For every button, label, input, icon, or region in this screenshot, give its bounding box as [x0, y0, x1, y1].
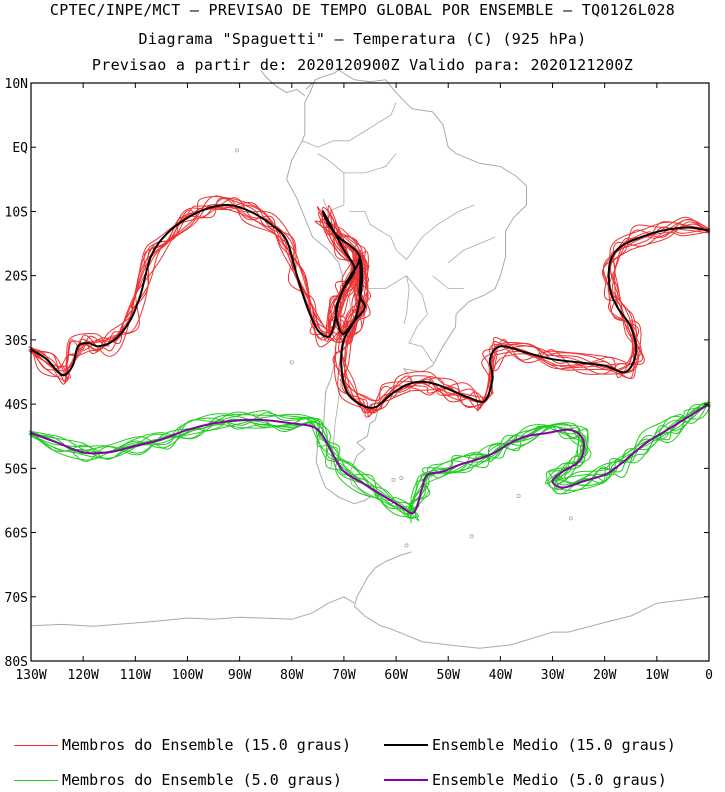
legend-label-mean-15: Ensemble Medio (15.0 graus): [432, 736, 676, 754]
lat-tick-label: 40S: [5, 398, 28, 413]
iso5-member-line: [29, 401, 710, 519]
legend-label-members-15: Membros do Ensemble (15.0 graus): [62, 736, 351, 754]
chart-subtitle: Diagrama "Spaguetti" – Temperatura (C) (…: [138, 30, 587, 48]
lat-tick-label: 30S: [5, 334, 28, 349]
lon-tick-label: 100W: [172, 668, 203, 683]
lon-tick-label: 110W: [120, 668, 151, 683]
iso5-member-line: [30, 404, 709, 518]
iso15-member-line: [31, 196, 708, 414]
lon-tick-label: 80W: [280, 668, 304, 683]
legend-swatch-purple: [384, 779, 428, 781]
lon-tick-label: 0: [705, 668, 713, 683]
lon-tick-label: 10W: [645, 668, 669, 683]
lat-tick-label: 50S: [5, 462, 28, 477]
lon-tick-label: 30W: [541, 668, 565, 683]
legend-members-15: Membros do Ensemble (15.0 graus): [14, 736, 351, 754]
map-frame: [30, 82, 710, 662]
lon-tick-label: 20W: [593, 668, 617, 683]
lat-tick-label: 60S: [5, 527, 28, 542]
lon-tick-label: 60W: [384, 668, 408, 683]
legend-swatch-black: [384, 744, 428, 746]
legend-members-5: Membros do Ensemble (5.0 graus): [14, 771, 342, 789]
coastlines: [30, 69, 710, 649]
iso5-member-line: [31, 401, 709, 522]
legend-mean-15: Ensemble Medio (15.0 graus): [384, 736, 676, 754]
lon-tick-label: 90W: [228, 668, 252, 683]
lat-tick-label: 80S: [5, 655, 28, 670]
legend-label-mean-5: Ensemble Medio (5.0 graus): [432, 771, 667, 789]
iso5-member-line: [28, 402, 707, 515]
lat-tick-label: EQ: [12, 141, 28, 156]
lat-tick-label: 70S: [5, 591, 28, 606]
iso15-member-line: [28, 204, 708, 402]
lat-tick-label: 10N: [5, 77, 28, 92]
legend-label-members-5: Membros do Ensemble (5.0 graus): [62, 771, 342, 789]
iso15-member-contours: [28, 195, 711, 418]
iso5-mean-line: [30, 403, 710, 515]
iso5-member-contours: [28, 401, 712, 524]
iso15-mean-contour: [30, 203, 710, 409]
iso5-mean-contour: [30, 403, 710, 515]
lon-tick-label: 120W: [67, 668, 98, 683]
legend-swatch-green: [14, 779, 58, 781]
lon-tick-label: 40W: [489, 668, 513, 683]
iso5-member-line: [32, 404, 712, 516]
lon-tick-label: 50W: [436, 668, 460, 683]
chart-title: CPTEC/INPE/MCT – PREVISAO DE TEMPO GLOBA…: [49, 1, 676, 19]
lat-tick-label: 10S: [5, 205, 28, 220]
legend-swatch-red: [14, 744, 58, 746]
iso5-member-line: [28, 403, 709, 520]
lon-tick-label: 130W: [15, 668, 46, 683]
lat-tick-label: 20S: [5, 270, 28, 285]
iso15-member-line: [28, 205, 710, 412]
forecast-validity: Previsao a partir de: 2020120900Z Valido…: [91, 56, 634, 74]
iso15-mean-line: [30, 203, 710, 409]
iso15-member-line: [28, 197, 709, 414]
iso5-member-line: [30, 401, 711, 518]
legend-mean-5: Ensemble Medio (5.0 graus): [384, 771, 667, 789]
lon-tick-label: 70W: [332, 668, 356, 683]
iso5-member-line: [31, 403, 710, 516]
